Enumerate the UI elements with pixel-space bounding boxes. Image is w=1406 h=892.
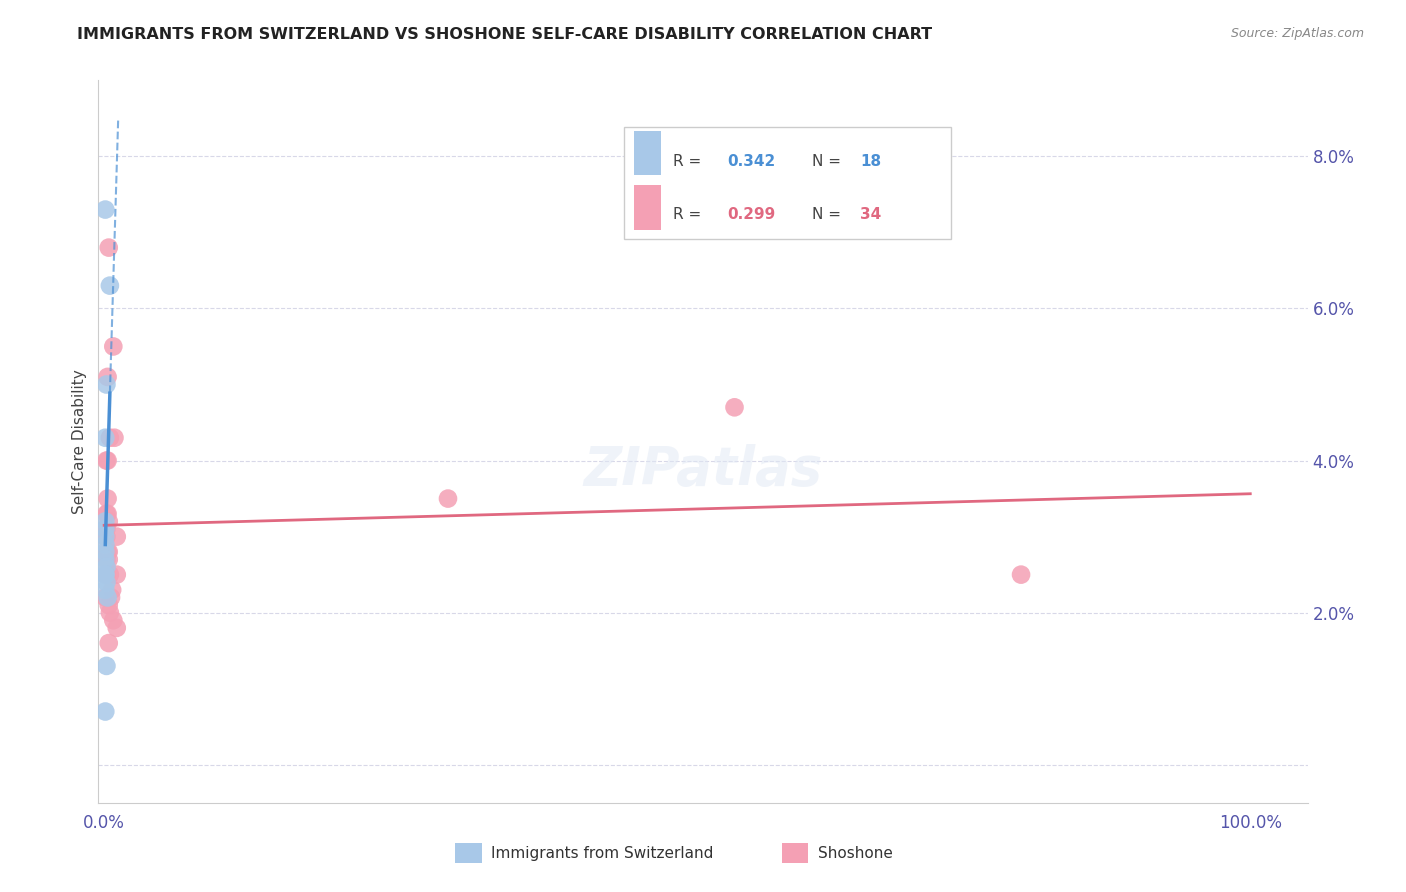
FancyBboxPatch shape bbox=[782, 843, 808, 863]
Text: ZIPatlas: ZIPatlas bbox=[583, 444, 823, 497]
Point bbox=[94, 530, 117, 544]
Point bbox=[94, 522, 117, 536]
Point bbox=[96, 575, 118, 590]
Point bbox=[103, 339, 125, 353]
Text: Source: ZipAtlas.com: Source: ZipAtlas.com bbox=[1230, 27, 1364, 40]
FancyBboxPatch shape bbox=[634, 186, 661, 230]
Text: N =: N = bbox=[811, 154, 845, 169]
Point bbox=[103, 431, 125, 445]
Text: R =: R = bbox=[672, 207, 706, 222]
FancyBboxPatch shape bbox=[624, 128, 950, 239]
Point bbox=[96, 522, 118, 536]
Point bbox=[97, 370, 120, 384]
Point bbox=[94, 530, 117, 544]
Point bbox=[94, 591, 117, 605]
Point bbox=[105, 567, 128, 582]
Point bbox=[94, 582, 117, 597]
Point bbox=[97, 491, 120, 506]
Point bbox=[97, 453, 120, 467]
Point bbox=[94, 515, 117, 529]
Point bbox=[100, 591, 122, 605]
Point bbox=[96, 560, 118, 574]
Point bbox=[97, 241, 120, 255]
Text: R =: R = bbox=[672, 154, 706, 169]
Point bbox=[94, 552, 117, 566]
Point bbox=[97, 545, 120, 559]
Point bbox=[97, 552, 120, 566]
Point bbox=[94, 522, 117, 536]
Point bbox=[94, 567, 117, 582]
FancyBboxPatch shape bbox=[456, 843, 482, 863]
FancyBboxPatch shape bbox=[634, 130, 661, 176]
Point bbox=[98, 606, 121, 620]
Point bbox=[97, 598, 120, 612]
Point bbox=[105, 621, 128, 635]
Text: Immigrants from Switzerland: Immigrants from Switzerland bbox=[492, 846, 714, 861]
Point bbox=[96, 552, 118, 566]
Point bbox=[97, 636, 120, 650]
Text: 34: 34 bbox=[860, 207, 882, 222]
Point bbox=[96, 659, 118, 673]
Point bbox=[97, 507, 120, 521]
Point bbox=[94, 431, 117, 445]
Point bbox=[97, 591, 120, 605]
Point bbox=[96, 453, 118, 467]
Text: 0.299: 0.299 bbox=[727, 207, 776, 222]
Point bbox=[96, 530, 118, 544]
Text: 0.342: 0.342 bbox=[727, 154, 776, 169]
Point bbox=[96, 377, 118, 392]
Point bbox=[94, 202, 117, 217]
Point bbox=[101, 582, 124, 597]
Point bbox=[723, 401, 745, 415]
Point bbox=[96, 507, 118, 521]
Point bbox=[96, 567, 118, 582]
Point bbox=[103, 613, 125, 627]
Point bbox=[1010, 567, 1032, 582]
Point bbox=[94, 567, 117, 582]
Point bbox=[94, 545, 117, 559]
Text: Shoshone: Shoshone bbox=[818, 846, 893, 861]
Point bbox=[437, 491, 460, 506]
Point bbox=[98, 567, 121, 582]
Point bbox=[94, 705, 117, 719]
Text: IMMIGRANTS FROM SWITZERLAND VS SHOSHONE SELF-CARE DISABILITY CORRELATION CHART: IMMIGRANTS FROM SWITZERLAND VS SHOSHONE … bbox=[77, 27, 932, 42]
Point bbox=[98, 278, 121, 293]
Text: N =: N = bbox=[811, 207, 845, 222]
Point bbox=[97, 545, 120, 559]
Y-axis label: Self-Care Disability: Self-Care Disability bbox=[72, 369, 87, 514]
Point bbox=[94, 537, 117, 551]
Point bbox=[97, 515, 120, 529]
Text: 18: 18 bbox=[860, 154, 882, 169]
Point bbox=[98, 431, 121, 445]
Point bbox=[105, 530, 128, 544]
